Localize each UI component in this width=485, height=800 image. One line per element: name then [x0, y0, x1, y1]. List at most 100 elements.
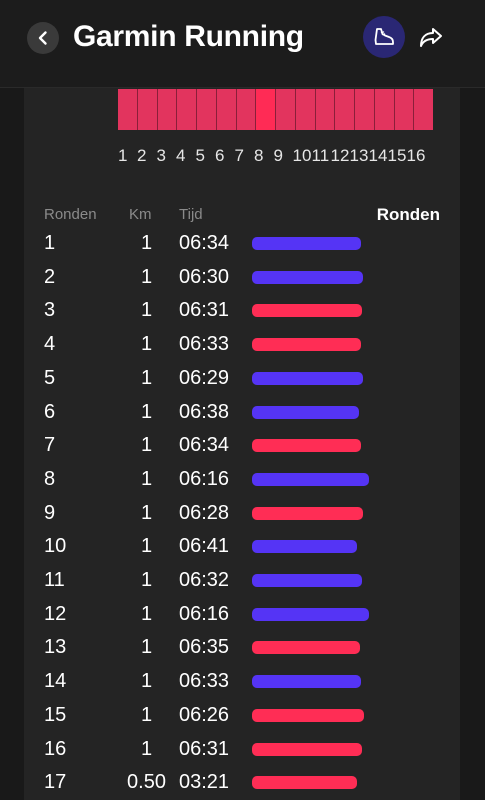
zone-bar	[156, 89, 177, 130]
zone-bar	[275, 89, 295, 130]
lap-time: 06:28	[179, 501, 230, 524]
lap-row[interactable]: 16 1 06:31	[24, 733, 460, 766]
lap-row[interactable]: 1 1 06:34	[24, 227, 460, 260]
lap-time: 06:38	[179, 400, 230, 423]
lap-row[interactable]: 6 1 06:38	[24, 396, 460, 429]
back-button[interactable]	[27, 22, 59, 54]
lap-row[interactable]: 5 1 06:29	[24, 362, 460, 395]
lap-time: 06:16	[179, 467, 230, 490]
share-button[interactable]	[414, 20, 448, 54]
pace-bar	[252, 506, 364, 520]
zone-bar-chart	[118, 89, 433, 130]
pace-bar	[252, 607, 369, 621]
pace-bar	[252, 304, 363, 318]
lap-number: 8	[44, 467, 56, 490]
lap-row[interactable]: 12 1 06:16	[24, 598, 460, 631]
zone-bar	[215, 89, 236, 130]
pace-bar	[252, 675, 362, 689]
lap-row[interactable]: 15 1 06:26	[24, 699, 460, 732]
pace-bar	[252, 776, 357, 790]
lap-row[interactable]: 7 1 06:34	[24, 429, 460, 462]
zone-label: 4	[176, 146, 186, 165]
lap-row[interactable]: 9 1 06:28	[24, 497, 460, 530]
zone-labels: 1 2 3 4 5 6 7 8 9 10 11 12 13 14 15 16	[118, 145, 426, 167]
lap-time: 06:16	[179, 602, 230, 625]
zone-bar	[176, 89, 196, 130]
lap-number: 16	[44, 737, 67, 760]
lap-row[interactable]: 17 0.50 03:21	[24, 766, 460, 799]
laps-view-toggle[interactable]: Ronden	[376, 205, 440, 224]
lap-row[interactable]: 14 1 06:33	[24, 665, 460, 698]
lap-number: 13	[44, 636, 67, 659]
lap-time: 06:33	[179, 333, 230, 356]
lap-distance: 1	[140, 535, 153, 558]
lap-row[interactable]: 4 1 06:33	[24, 328, 460, 361]
lap-distance: 1	[140, 333, 153, 356]
zone-label: 2	[137, 146, 147, 165]
lap-time: 06:34	[179, 434, 230, 457]
pace-bar	[252, 742, 363, 756]
app-header: Garmin Running	[0, 0, 485, 88]
lap-distance: 1	[140, 501, 153, 524]
lap-row[interactable]: 13 1 06:35	[24, 631, 460, 664]
lap-time: 06:41	[179, 535, 230, 558]
zone-bar	[136, 89, 157, 130]
column-header-km: Km	[129, 206, 152, 223]
lap-row[interactable]: 10 1 06:41	[24, 530, 460, 563]
lap-time: 06:33	[179, 670, 230, 693]
lap-distance: 1	[140, 366, 153, 389]
lap-distance: 1	[140, 265, 153, 288]
lap-number: 11	[44, 569, 65, 591]
zone-bar	[314, 89, 335, 130]
lap-row[interactable]: 2 1 06:30	[24, 261, 460, 294]
lap-time: 06:35	[179, 636, 230, 659]
lap-time: 06:29	[179, 366, 230, 389]
lap-row[interactable]: 8 1 06:16	[24, 463, 460, 496]
laps-card: 1 2 3 4 5 6 7 8 9 10 11 12 13 14 15 16 Ronden Km Tijd R…	[24, 88, 460, 800]
pace-bar	[252, 338, 362, 352]
share-arrow-icon	[420, 28, 442, 47]
shoe-button[interactable]	[363, 16, 405, 58]
lap-number: 7	[44, 434, 56, 457]
lap-number: 10	[44, 535, 67, 558]
zone-bar	[413, 89, 433, 130]
lap-number: 4	[44, 333, 56, 356]
pace-bar	[252, 270, 363, 284]
zone-label: 16	[406, 146, 426, 165]
running-shoe-icon	[374, 28, 394, 45]
lap-distance: 1	[140, 636, 153, 659]
pace-bar	[252, 237, 361, 250]
lap-time: 06:31	[179, 737, 230, 760]
pace-bar	[252, 472, 369, 486]
lap-row[interactable]: 11 1 06:32	[24, 564, 460, 597]
lap-distance: 1	[140, 703, 153, 726]
lap-time: 06:30	[179, 265, 230, 288]
lap-distance: 1	[140, 434, 153, 457]
lap-number: 12	[44, 602, 67, 625]
table-header: Ronden Km Tijd Ronden	[24, 205, 460, 225]
zone-bar	[373, 89, 394, 130]
lap-number: 14	[44, 670, 67, 693]
lap-time: 06:32	[179, 569, 230, 591]
lap-time: 06:31	[179, 299, 230, 322]
lap-distance: 1	[140, 670, 153, 693]
lap-distance: 1	[140, 467, 153, 490]
lap-row[interactable]: 3 1 06:31	[24, 294, 460, 327]
zone-label: 10	[292, 146, 312, 165]
zone-label: 3	[156, 146, 166, 165]
zone-label: 12	[330, 146, 350, 165]
zone-bar	[294, 89, 315, 130]
lap-distance: 1	[140, 400, 153, 423]
pace-bar	[252, 641, 361, 655]
zone-bar	[255, 89, 275, 130]
lap-number: 17	[44, 771, 67, 794]
lap-number: 3	[44, 299, 56, 322]
zone-label: 8	[254, 146, 264, 165]
zone-label: 7	[234, 146, 244, 165]
lap-number: 2	[44, 265, 56, 288]
pace-bar	[252, 540, 358, 554]
pace-bar	[252, 371, 363, 385]
column-header-time: Tijd	[179, 206, 203, 223]
lap-time: 03:21	[179, 771, 230, 794]
zone-bar	[118, 89, 137, 130]
